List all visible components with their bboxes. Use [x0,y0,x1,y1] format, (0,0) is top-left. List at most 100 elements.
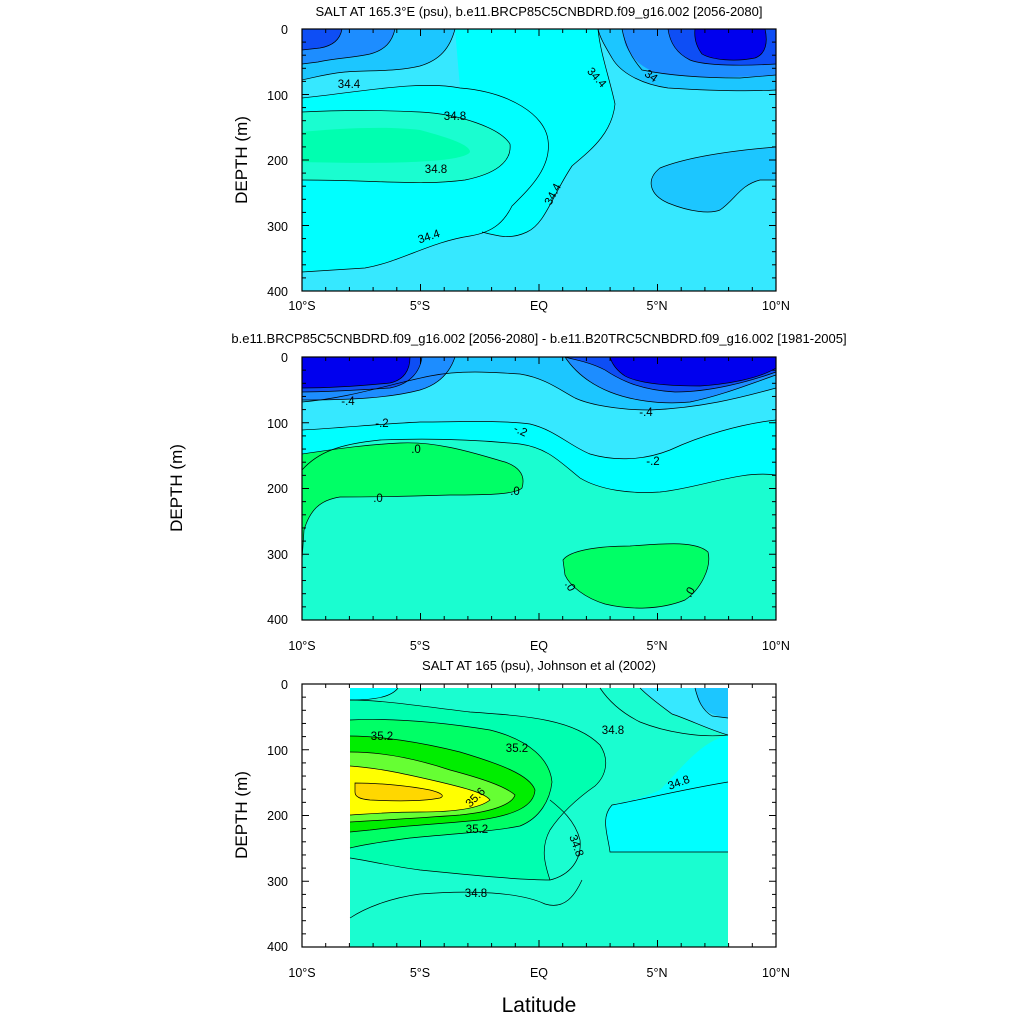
p2-xtick: 10°S [288,639,315,653]
p2-blob-south [302,442,524,560]
p3-line-34.8-south [349,799,581,881]
panel-3: SALT AT 165 (psu), Johnson et al (2002) [232,658,790,1017]
p2-ytick: 300 [267,548,288,562]
p3-line-35.2 [349,735,536,833]
p1-xtick: 5°S [410,299,430,313]
p3-band-34.6b [605,782,728,852]
p3-ytick: 400 [267,940,288,954]
panel-3-ytick-labels: 0 100 200 300 400 [267,678,288,954]
p2-line-zero-south [301,442,524,561]
p2-ytick: 200 [267,482,288,496]
p2-xtick: 5°N [647,639,668,653]
p2-line-darker [301,356,777,393]
p1-line-34.8-a [301,110,511,184]
p2-xtick: EQ [530,639,548,653]
p3-clabel: 35.2 [506,743,528,755]
p1-line-34.2-north [597,28,777,92]
p2-clabel: -.4 [341,396,355,408]
p1-line-34.0-south [301,28,396,65]
p1-ytick: 300 [267,220,288,234]
p2-band-darkest-north [610,357,776,386]
p1-line-34.2-south [301,28,456,81]
p2-ytick: 100 [267,417,288,431]
p1-line-34.0-north [621,28,777,79]
p3-band-36.0 [355,783,443,801]
panel-1-ylabel: DEPTH (m) [232,116,251,204]
p3-line-35.0 [349,719,553,849]
p3-ytick: 300 [267,875,288,889]
p3-xtick: 10°S [288,966,315,980]
p3-clabel: 34.8 [602,725,624,737]
p3-ytick: 200 [267,809,288,823]
panel-3-title: SALT AT 165 (psu), Johnson et al (2002) [422,658,656,673]
p3-line-35.6 [349,765,491,816]
p3-band-34.2 [695,688,728,718]
panel-3-ylabel: DEPTH (m) [232,771,251,859]
p2-clabel: .0 [411,444,421,456]
p2-clabel: .0 [510,486,520,498]
panel-2-ylabel: DEPTH (m) [167,444,186,532]
p2-line-cyan [301,438,777,493]
p3-line-34.8-top [349,699,607,881]
p1-ytick: 400 [267,285,288,299]
p2-clabel: -.2 [646,456,659,468]
panel-2-contour-labels: -.4 -.2 -.2 -.4 -.2 .0 .0 .0 .0 .0 [341,396,698,600]
p1-ytick: 100 [267,89,288,103]
p1-xtick: 10°N [762,299,790,313]
p3-line-deep-34.6 [349,879,583,919]
p1-line-33.6-north [694,28,767,61]
p1-line-34.4-north [481,28,616,237]
panel-1-xtick-labels: 10°S 5°S EQ 5°N 10°N [288,299,790,313]
p3-clabel: 35.2 [466,824,488,836]
p3-xtick: 5°N [647,966,668,980]
p3-line-34.4-north [639,687,729,736]
p3-clabel: 34.8 [465,888,487,900]
p1-line-33.8-north [667,28,777,66]
p1-clabel: 34.8 [425,164,447,176]
p2-line-darkest [301,356,777,389]
p1-blob-north [651,147,776,212]
panel-2-contour-lines [301,356,777,609]
panel-1-ytick-labels: 0 100 200 300 400 [267,23,288,299]
panel-1-title: SALT AT 165.3°E (psu), b.e11.BRCP85C5CNB… [316,4,763,19]
p2-clabel: -.2 [512,423,529,440]
panel-2-contour-fill [302,357,776,620]
panel-2-xtick-labels: 10°S 5°S EQ 5°N 10°N [288,639,790,653]
panel-2: b.e11.BRCP85C5CNBDRD.f09_g16.002 [2056-2… [167,331,847,653]
p2-line-zero-north [562,543,710,609]
p3-xtick: 10°N [762,966,790,980]
p1-band-33.8-south [302,29,342,50]
p3-line-35.4 [349,751,516,823]
p2-clabel: -.2 [375,418,388,430]
panel-3-contour-lines [349,687,729,919]
panel-3-xtick-labels: 10°S 5°S EQ 5°N 10°N [288,966,790,980]
p3-line-34.6-north [599,687,729,737]
panel-3-ticks [301,683,777,948]
panel-2-ytick-labels: 0 100 200 300 400 [267,351,288,627]
p3-line-34.8-north [605,781,729,853]
panel-2-title: b.e11.BRCP85C5CNBDRD.f09_g16.002 [2056-2… [231,331,846,346]
p1-band-35.0 [302,127,470,163]
p2-ytick: 0 [281,351,288,365]
p1-xtick: 10°S [288,299,315,313]
p3-line-34.2-north [694,687,729,719]
p2-clabel: .0 [373,493,383,505]
p1-band-33.6-north [694,29,767,61]
p2-blob-north [563,543,709,609]
p1-xtick: 5°N [647,299,668,313]
p2-clabel: -.4 [639,407,653,419]
p1-clabel: 34.4 [338,79,361,91]
p2-line-light [301,419,777,460]
panel-1: SALT AT 165.3°E (psu), b.e11.BRCP85C5CNB… [232,4,790,313]
p1-xtick: EQ [530,299,548,313]
p2-line-mid [301,371,777,411]
panel-1-contour-lines [301,28,777,273]
p3-ytick: 0 [281,678,288,692]
p2-line-deep [301,356,777,404]
p3-clabel: 35.2 [371,731,393,743]
p1-line-34.4-a [301,84,549,273]
panel-2-ticks [301,356,777,621]
p3-line-south-surface [349,687,399,701]
p2-xtick: 10°N [762,639,790,653]
